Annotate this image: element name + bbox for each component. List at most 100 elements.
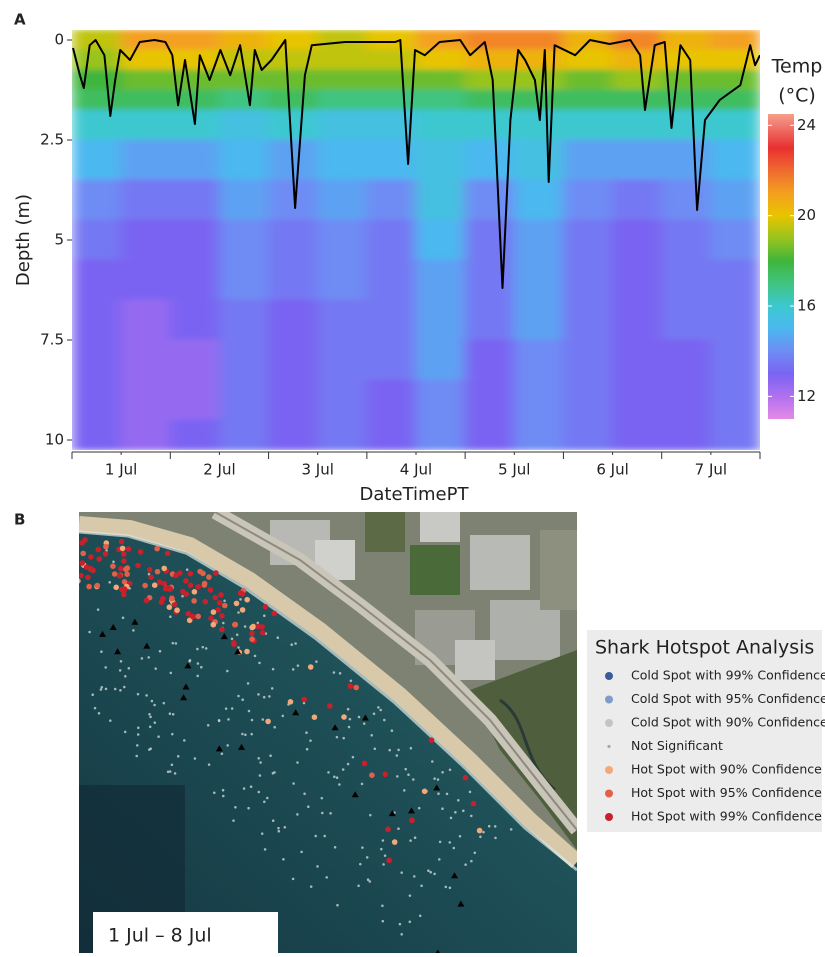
heat-cell [366,300,416,341]
heat-cell [661,140,711,181]
detection-point [347,763,350,766]
legend-label: Hot Spot with 95% Confidence [631,785,822,800]
detection-point [409,839,412,842]
detection-point [396,775,399,778]
heat-cell [317,110,367,141]
heat-cell [366,220,416,261]
detection-point [414,836,417,839]
detection-point [234,806,237,809]
heat-cell [366,70,416,91]
hotspot-point [382,772,388,778]
legend-label: Hot Spot with 90% Confidence [631,762,822,777]
heat-cell [710,220,760,261]
detection-point [339,672,342,675]
heat-cell [416,220,466,261]
hotspot-point [203,599,209,605]
heat-cell [465,260,515,301]
detection-point [418,807,421,810]
detection-point [222,789,225,792]
heat-cell [170,30,220,51]
detection-point [292,782,295,785]
hotspot-point [409,818,415,824]
hotspot-point [184,591,190,597]
detection-point [441,771,444,774]
detection-point [314,835,317,838]
heat-cell [317,70,367,91]
detection-point [431,760,434,763]
detection-point [294,642,297,645]
detection-point [226,670,229,673]
colorbar: 12162024Temp(°C) [768,56,822,420]
detection-point [433,873,436,876]
detection-point [124,731,127,734]
heat-cell [661,260,711,301]
hotspot-point [265,719,271,725]
detection-point [357,885,360,888]
heat-cell [72,50,122,71]
hotspot-point [208,615,214,621]
hotspot-point [167,604,173,610]
colorbar-tick-label: 12 [797,387,816,405]
heat-cell [465,340,515,381]
heat-cell [72,380,122,421]
detection-point [388,749,391,752]
hotspot-point [244,597,250,603]
detection-point [445,886,448,889]
detection-point [231,638,234,641]
heat-cell [121,260,171,301]
hotspot-point [121,558,127,564]
colorbar-tick-label: 16 [797,297,816,315]
heat-cell [563,30,613,51]
heat-cell [317,300,367,341]
heat-cell [710,110,760,141]
legend-label: Hot Spot with 99% Confidence [631,809,822,824]
legend-marker [605,813,613,821]
detection-point [157,735,160,738]
y-tick-label: 0 [54,31,64,49]
detection-point [457,799,460,802]
detection-point [98,712,101,715]
detection-point [122,617,125,620]
heat-cell [465,380,515,421]
detection-point [247,682,250,685]
heat-cell [219,380,269,421]
detection-point [254,655,257,658]
heat-cell [170,260,220,301]
detection-point [101,686,104,689]
detection-point [488,825,491,828]
heat-cell [710,260,760,301]
detection-point [263,696,266,699]
heat-cell [219,340,269,381]
heat-cell [121,110,171,141]
heat-cell [710,90,760,111]
hotspot-point [159,599,165,605]
x-tick-label: 7 Jul [695,461,727,479]
detection-point [194,757,197,760]
heat-cell [563,420,613,451]
detection-point [446,793,449,796]
legend-label: Cold Spot with 90% Confidence [631,715,825,730]
detection-point [342,768,345,771]
detection-point [336,904,339,907]
heat-cell [219,140,269,181]
hotspot-point [96,556,102,562]
heat-cell [514,180,564,221]
detection-point [310,885,313,888]
detection-point [237,611,240,614]
detection-point [410,747,413,750]
detection-point [361,846,364,849]
heat-cell [416,50,466,71]
detection-point [268,695,271,698]
hotspot-point [113,585,119,591]
detection-point [91,693,94,696]
heat-cell [612,380,662,421]
heat-cell [219,90,269,111]
hotspot-point [161,566,167,572]
hotspot-point [211,609,217,615]
heat-cell [366,380,416,421]
heat-cell [121,30,171,51]
detection-point [154,721,157,724]
detection-point [334,846,337,849]
hotspot-point [75,578,81,584]
heat-cell [710,340,760,381]
